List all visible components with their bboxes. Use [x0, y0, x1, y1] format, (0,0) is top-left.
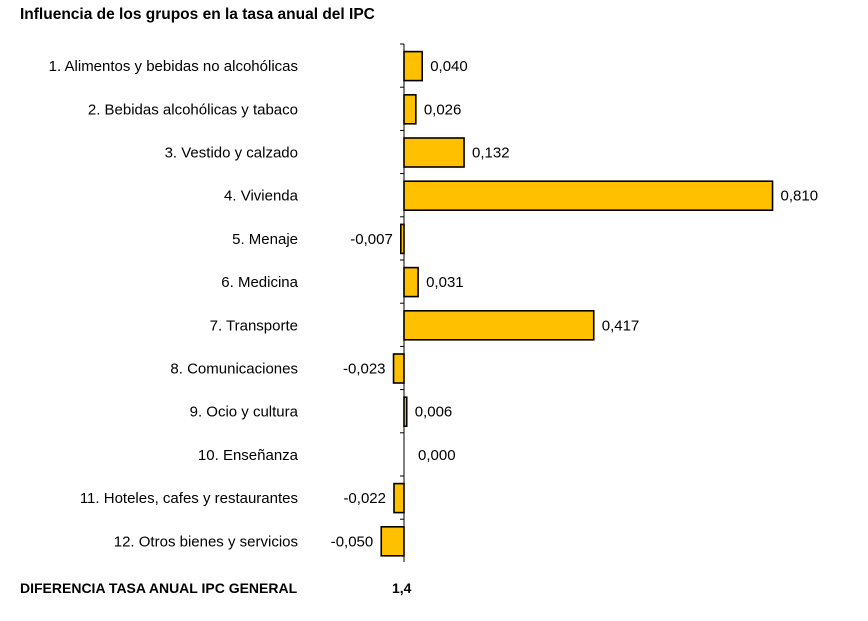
- bar: [403, 309, 595, 341]
- value-label: -0,050: [331, 533, 374, 550]
- value-label: 0,000: [418, 447, 456, 464]
- category-label: 7. Transporte: [210, 317, 298, 334]
- value-label: 0,417: [602, 317, 640, 334]
- bar: [403, 94, 417, 125]
- bar: [380, 525, 405, 557]
- chart-title: Influencia de los grupos en la tasa anua…: [20, 6, 375, 23]
- footer-label: DIFERENCIA TASA ANUAL IPC GENERAL: [20, 580, 298, 596]
- category-label: 5. Menaje: [232, 231, 298, 248]
- category-labels-layer: 1. Alimentos y bebidas no alcohólicas 2. …: [49, 58, 299, 550]
- bar: [403, 137, 465, 168]
- value-labels-layer: 0,040 0,026 0,132 0,810 -0,007 0,031 0,417 -0,0…: [331, 58, 818, 550]
- value-label: 0,026: [424, 101, 462, 118]
- value-label: 0,810: [781, 188, 819, 205]
- category-label: 4. Vivienda: [224, 188, 299, 205]
- category-label: 1. Alimentos y bebidas no alcohólicas: [49, 58, 298, 75]
- value-label: 0,040: [430, 58, 468, 75]
- bar: [403, 180, 774, 211]
- value-label: 0,132: [472, 145, 510, 162]
- value-label: -0,007: [350, 231, 393, 248]
- category-label: 6. Medicina: [221, 274, 298, 291]
- value-label: 0,006: [415, 404, 453, 421]
- axis-layer: [400, 43, 405, 562]
- value-label: 0,031: [426, 274, 464, 291]
- category-label: 3. Vestido y calzado: [165, 145, 298, 162]
- category-label: 9. Ocio y cultura: [190, 404, 299, 421]
- bar: [392, 353, 405, 384]
- bar: [403, 50, 424, 82]
- value-label: -0,022: [343, 490, 386, 507]
- category-label: 12. Otros bienes y servicios: [114, 533, 298, 550]
- bars-layer: [380, 50, 774, 557]
- bar: [400, 223, 405, 255]
- bar: [393, 482, 405, 514]
- category-label: 11. Hoteles, cafes y restaurantes: [80, 490, 298, 507]
- category-label: 10. Enseñanza: [198, 447, 299, 464]
- bar: [403, 396, 408, 428]
- bar-chart: 1. Alimentos y bebidas no alcohólicas 2. …: [49, 43, 818, 562]
- bar: [403, 266, 419, 298]
- value-label: -0,023: [343, 361, 386, 378]
- category-label: 8. Comunicaciones: [170, 361, 298, 378]
- footer-value: 1,4: [392, 580, 412, 596]
- category-label: 2. Bebidas alcohólicas y tabaco: [88, 101, 298, 118]
